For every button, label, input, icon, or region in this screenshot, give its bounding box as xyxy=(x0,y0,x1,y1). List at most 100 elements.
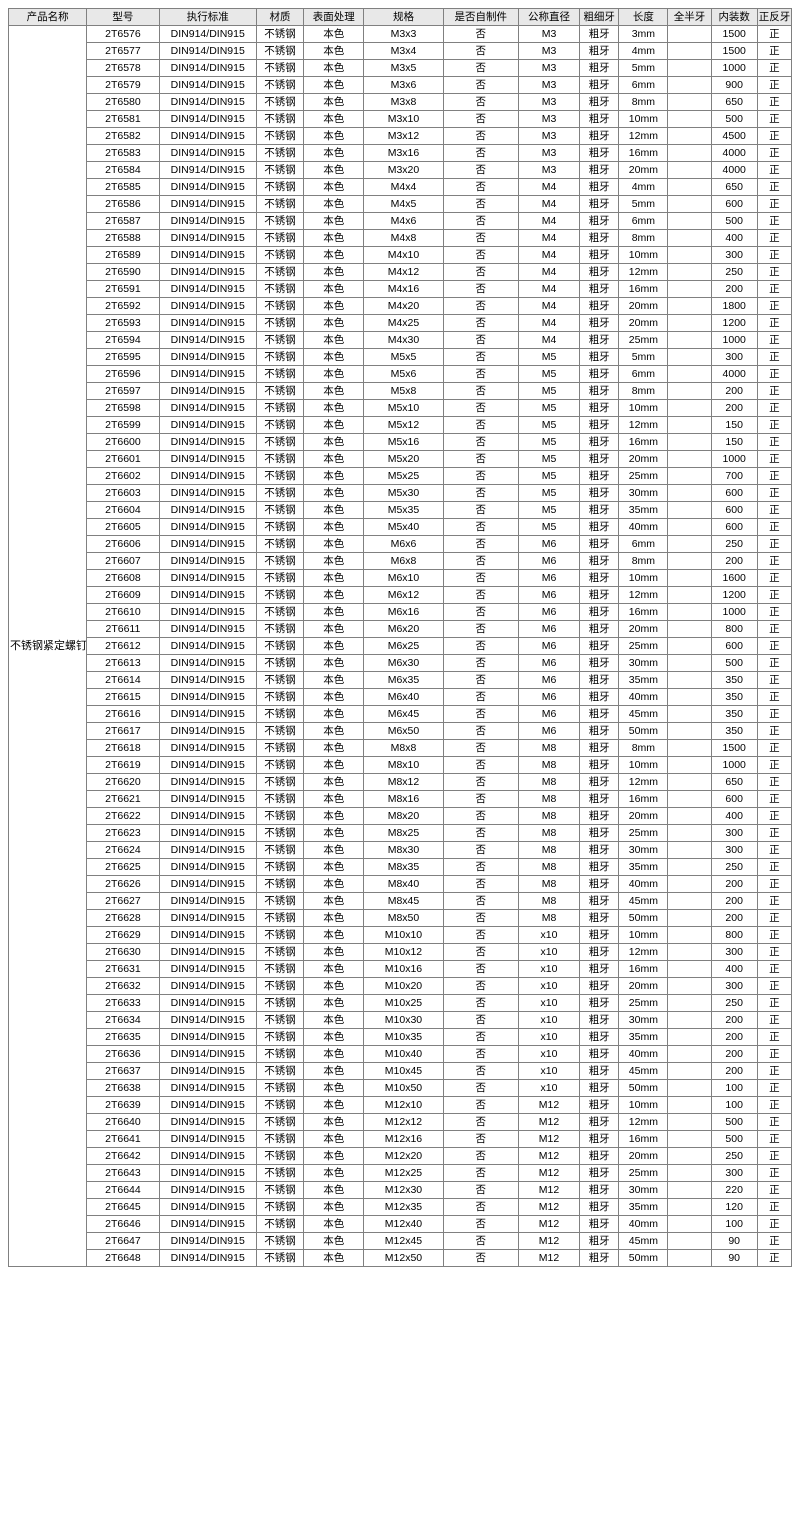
table-row[interactable]: 2T6600 DIN914/DIN915 不锈钢 本色 M5x16 否 M5 粗牙 16mm 15… xyxy=(9,433,793,451)
table-row[interactable]: 2T6627 DIN914/DIN915 不锈钢 本色 M8x45 否 M8 粗牙 45mm 20… xyxy=(9,892,793,910)
table-row[interactable]: 2T6635 DIN914/DIN915 不锈钢 本色 M10x35 否 x10 粗牙 35mm… xyxy=(9,1028,793,1046)
table-row[interactable]: 2T6638 DIN914/DIN915 不锈钢 本色 M10x50 否 x10 粗牙 50mm… xyxy=(9,1079,793,1097)
table-row[interactable]: 2T6612 DIN914/DIN915 不锈钢 本色 M6x25 否 M6 粗牙 25mm 60… xyxy=(9,637,793,655)
cell-standard: DIN914/DIN915 xyxy=(158,399,257,417)
table-row[interactable]: 2T6615 DIN914/DIN915 不锈钢 本色 M6x40 否 M6 粗牙 40mm 35… xyxy=(9,688,793,706)
table-row[interactable]: 2T6581 DIN914/DIN915 不锈钢 本色 M3x10 否 M3 粗牙 10mm 50… xyxy=(9,110,793,128)
table-row[interactable]: 2T6577 DIN914/DIN915 不锈钢 本色 M3x4 否 M3 粗牙 4mm 1500… xyxy=(9,42,793,60)
table-row[interactable]: 2T6595 DIN914/DIN915 不锈钢 本色 M5x5 否 M5 粗牙 5mm 300 正 xyxy=(9,348,793,366)
table-row[interactable]: 2T6616 DIN914/DIN915 不锈钢 本色 M6x45 否 M6 粗牙 45mm 35… xyxy=(9,705,793,723)
table-row[interactable]: 不锈钢紧定螺钉 2T6576 DIN914/DIN915 不锈钢 本色 M3x3 否 M3 粗牙… xyxy=(7,25,793,1267)
table-row[interactable]: 2T6622 DIN914/DIN915 不锈钢 本色 M8x20 否 M8 粗牙 20mm 40… xyxy=(9,807,793,825)
cell-standard: DIN914/DIN915 xyxy=(158,841,257,859)
table-row[interactable]: 2T6632 DIN914/DIN915 不锈钢 本色 M10x20 否 x10 粗牙 20mm… xyxy=(9,977,793,995)
table-row[interactable]: 2T6614 DIN914/DIN915 不锈钢 本色 M6x35 否 M6 粗牙 35mm 35… xyxy=(9,671,793,689)
table-row[interactable]: 2T6642 DIN914/DIN915 不锈钢 本色 M12x20 否 M12 粗牙 20mm… xyxy=(9,1147,793,1165)
table-row[interactable]: 2T6584 DIN914/DIN915 不锈钢 本色 M3x20 否 M3 粗牙 20mm 40… xyxy=(9,161,793,179)
table-row[interactable]: 2T6592 DIN914/DIN915 不锈钢 本色 M4x20 否 M4 粗牙 20mm 18… xyxy=(9,297,793,315)
table-row[interactable]: 2T6643 DIN914/DIN915 不锈钢 本色 M12x25 否 M12 粗牙 25mm… xyxy=(9,1164,793,1182)
table-row[interactable]: 2T6580 DIN914/DIN915 不锈钢 本色 M3x8 否 M3 粗牙 8mm 650 正 xyxy=(9,93,793,111)
table-row[interactable]: 2T6621 DIN914/DIN915 不锈钢 本色 M8x16 否 M8 粗牙 16mm 60… xyxy=(9,790,793,808)
table-row[interactable]: 2T6634 DIN914/DIN915 不锈钢 本色 M10x30 否 x10 粗牙 30mm… xyxy=(9,1011,793,1029)
table-row[interactable]: 2T6583 DIN914/DIN915 不锈钢 本色 M3x16 否 M3 粗牙 16mm 40… xyxy=(9,144,793,162)
table-row[interactable]: 2T6641 DIN914/DIN915 不锈钢 本色 M12x16 否 M12 粗牙 16mm… xyxy=(9,1130,793,1148)
table-row[interactable]: 2T6613 DIN914/DIN915 不锈钢 本色 M6x30 否 M6 粗牙 30mm 50… xyxy=(9,654,793,672)
cell-length: 12mm xyxy=(618,127,669,145)
table-row[interactable]: 2T6603 DIN914/DIN915 不锈钢 本色 M5x30 否 M5 粗牙 30mm 60… xyxy=(9,484,793,502)
table-row[interactable]: 2T6606 DIN914/DIN915 不锈钢 本色 M6x6 否 M6 粗牙 6mm 250 正 xyxy=(9,535,793,553)
cell-pack-quantity: 1500 xyxy=(710,25,758,43)
table-row[interactable]: 2T6605 DIN914/DIN915 不锈钢 本色 M5x40 否 M5 粗牙 40mm 60… xyxy=(9,518,793,536)
table-row[interactable]: 2T6644 DIN914/DIN915 不锈钢 本色 M12x30 否 M12 粗牙 30mm… xyxy=(9,1181,793,1199)
column-header-thread-direction: 正反牙 xyxy=(756,8,793,26)
table-row[interactable]: 2T6586 DIN914/DIN915 不锈钢 本色 M4x5 否 M4 粗牙 5mm 600 正 xyxy=(9,195,793,213)
table-row[interactable]: 2T6624 DIN914/DIN915 不锈钢 本色 M8x30 否 M8 粗牙 30mm 30… xyxy=(9,841,793,859)
table-row[interactable]: 2T6619 DIN914/DIN915 不锈钢 本色 M8x10 否 M8 粗牙 10mm 10… xyxy=(9,756,793,774)
table-row[interactable]: 2T6596 DIN914/DIN915 不锈钢 本色 M5x6 否 M5 粗牙 6mm 4000… xyxy=(9,365,793,383)
table-row[interactable]: 2T6582 DIN914/DIN915 不锈钢 本色 M3x12 否 M3 粗牙 12mm 45… xyxy=(9,127,793,145)
table-row[interactable]: 2T6599 DIN914/DIN915 不锈钢 本色 M5x12 否 M5 粗牙 12mm 15… xyxy=(9,416,793,434)
table-row[interactable]: 2T6646 DIN914/DIN915 不锈钢 本色 M12x40 否 M12 粗牙 40mm… xyxy=(9,1215,793,1233)
table-row[interactable]: 2T6625 DIN914/DIN915 不锈钢 本色 M8x35 否 M8 粗牙 35mm 25… xyxy=(9,858,793,876)
cell-pack-quantity: 4500 xyxy=(710,127,758,145)
cell-surface-finish: 本色 xyxy=(303,280,365,298)
table-row[interactable]: 2T6594 DIN914/DIN915 不锈钢 本色 M4x30 否 M4 粗牙 25mm 10… xyxy=(9,331,793,349)
table-row[interactable]: 2T6609 DIN914/DIN915 不锈钢 本色 M6x12 否 M6 粗牙 12mm 12… xyxy=(9,586,793,604)
table-row[interactable]: 2T6628 DIN914/DIN915 不锈钢 本色 M8x50 否 M8 粗牙 50mm 20… xyxy=(9,909,793,927)
table-row[interactable]: 2T6597 DIN914/DIN915 不锈钢 本色 M5x8 否 M5 粗牙 8mm 200 正 xyxy=(9,382,793,400)
cell-thread-direction: 正 xyxy=(756,450,793,468)
cell-thread-direction: 正 xyxy=(756,1181,793,1199)
cell-specification: M10x20 xyxy=(363,977,444,995)
table-row[interactable]: 2T6578 DIN914/DIN915 不锈钢 本色 M3x5 否 M3 粗牙 5mm 1000… xyxy=(9,59,793,77)
table-row[interactable]: 2T6620 DIN914/DIN915 不锈钢 本色 M8x12 否 M8 粗牙 12mm 65… xyxy=(9,773,793,791)
table-row[interactable]: 2T6637 DIN914/DIN915 不锈钢 本色 M10x45 否 x10 粗牙 45mm… xyxy=(9,1062,793,1080)
cell-length: 16mm xyxy=(618,1130,669,1148)
table-row[interactable]: 2T6585 DIN914/DIN915 不锈钢 本色 M4x4 否 M4 粗牙 4mm 650 正 xyxy=(9,178,793,196)
cell-material: 不锈钢 xyxy=(255,1028,305,1046)
table-row[interactable]: 2T6579 DIN914/DIN915 不锈钢 本色 M3x6 否 M3 粗牙 6mm 900 正 xyxy=(9,76,793,94)
cell-full-half-thread xyxy=(667,1147,712,1165)
cell-nominal-diameter: M8 xyxy=(517,858,581,876)
table-row[interactable]: 2T6598 DIN914/DIN915 不锈钢 本色 M5x10 否 M5 粗牙 10mm 20… xyxy=(9,399,793,417)
table-row[interactable]: 2T6604 DIN914/DIN915 不锈钢 本色 M5x35 否 M5 粗牙 35mm 60… xyxy=(9,501,793,519)
table-row[interactable]: 2T6593 DIN914/DIN915 不锈钢 本色 M4x25 否 M4 粗牙 20mm 12… xyxy=(9,314,793,332)
table-row[interactable]: 2T6588 DIN914/DIN915 不锈钢 本色 M4x8 否 M4 粗牙 8mm 400 正 xyxy=(9,229,793,247)
table-row[interactable]: 2T6631 DIN914/DIN915 不锈钢 本色 M10x16 否 x10 粗牙 16mm… xyxy=(9,960,793,978)
cell-standard: DIN914/DIN915 xyxy=(158,1198,257,1216)
table-row[interactable]: 2T6640 DIN914/DIN915 不锈钢 本色 M12x12 否 M12 粗牙 12mm… xyxy=(9,1113,793,1131)
table-row[interactable]: 2T6590 DIN914/DIN915 不锈钢 本色 M4x12 否 M4 粗牙 12mm 25… xyxy=(9,263,793,281)
table-row[interactable]: 2T6630 DIN914/DIN915 不锈钢 本色 M10x12 否 x10 粗牙 12mm… xyxy=(9,943,793,961)
table-row[interactable]: 2T6633 DIN914/DIN915 不锈钢 本色 M10x25 否 x10 粗牙 25mm… xyxy=(9,994,793,1012)
cell-standard: DIN914/DIN915 xyxy=(158,1164,257,1182)
table-row[interactable]: 2T6626 DIN914/DIN915 不锈钢 本色 M8x40 否 M8 粗牙 40mm 20… xyxy=(9,875,793,893)
table-row[interactable]: 2T6602 DIN914/DIN915 不锈钢 本色 M5x25 否 M5 粗牙 25mm 70… xyxy=(9,467,793,485)
cell-thread-direction: 正 xyxy=(756,127,793,145)
cell-thread-direction: 正 xyxy=(756,25,793,43)
cell-nominal-diameter: x10 xyxy=(517,1028,581,1046)
cell-thread-direction: 正 xyxy=(756,59,793,77)
table-row[interactable]: 2T6618 DIN914/DIN915 不锈钢 本色 M8x8 否 M8 粗牙 8mm 1500… xyxy=(9,739,793,757)
table-row[interactable]: 2T6639 DIN914/DIN915 不锈钢 本色 M12x10 否 M12 粗牙 10mm… xyxy=(9,1096,793,1114)
table-row[interactable]: 2T6589 DIN914/DIN915 不锈钢 本色 M4x10 否 M4 粗牙 10mm 30… xyxy=(9,246,793,264)
cell-thread-direction: 正 xyxy=(756,263,793,281)
table-row[interactable]: 2T6629 DIN914/DIN915 不锈钢 本色 M10x10 否 x10 粗牙 10mm… xyxy=(9,926,793,944)
cell-nominal-diameter: M5 xyxy=(517,399,581,417)
column-header-length: 长度 xyxy=(618,8,669,26)
table-row[interactable]: 2T6636 DIN914/DIN915 不锈钢 本色 M10x40 否 x10 粗牙 40mm… xyxy=(9,1045,793,1063)
cell-thread-direction: 正 xyxy=(756,93,793,111)
cell-full-half-thread xyxy=(667,399,712,417)
table-row[interactable]: 2T6623 DIN914/DIN915 不锈钢 本色 M8x25 否 M8 粗牙 25mm 30… xyxy=(9,824,793,842)
table-row[interactable]: 2T6591 DIN914/DIN915 不锈钢 本色 M4x16 否 M4 粗牙 16mm 20… xyxy=(9,280,793,298)
table-row[interactable]: 2T6607 DIN914/DIN915 不锈钢 本色 M6x8 否 M6 粗牙 8mm 200 正 xyxy=(9,552,793,570)
table-row[interactable]: 2T6608 DIN914/DIN915 不锈钢 本色 M6x10 否 M6 粗牙 10mm 16… xyxy=(9,569,793,587)
table-row[interactable]: 2T6647 DIN914/DIN915 不锈钢 本色 M12x45 否 M12 粗牙 45mm… xyxy=(9,1232,793,1250)
cell-thread-direction: 正 xyxy=(756,756,793,774)
cell-pack-quantity: 500 xyxy=(710,1130,758,1148)
table-row[interactable]: 2T6648 DIN914/DIN915 不锈钢 本色 M12x50 否 M12 粗牙 50mm… xyxy=(9,1249,793,1267)
table-row[interactable]: 2T6587 DIN914/DIN915 不锈钢 本色 M4x6 否 M4 粗牙 6mm 500 正 xyxy=(9,212,793,230)
table-row[interactable]: 2T6610 DIN914/DIN915 不锈钢 本色 M6x16 否 M6 粗牙 16mm 10… xyxy=(9,603,793,621)
table-row[interactable]: 2T6617 DIN914/DIN915 不锈钢 本色 M6x50 否 M6 粗牙 50mm 35… xyxy=(9,722,793,740)
table-row[interactable]: 2T6601 DIN914/DIN915 不锈钢 本色 M5x20 否 M5 粗牙 20mm 10… xyxy=(9,450,793,468)
table-row[interactable]: 2T6645 DIN914/DIN915 不锈钢 本色 M12x35 否 M12 粗牙 35mm… xyxy=(9,1198,793,1216)
table-row[interactable]: 2T6611 DIN914/DIN915 不锈钢 本色 M6x20 否 M6 粗牙 20mm 80… xyxy=(9,620,793,638)
